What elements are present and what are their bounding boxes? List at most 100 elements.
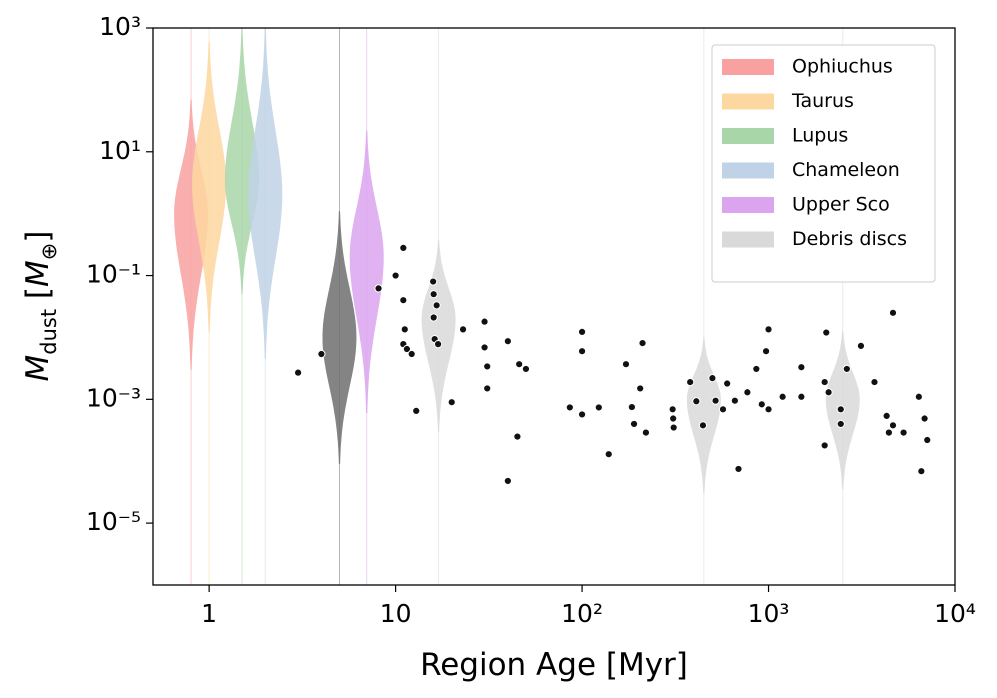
data-point bbox=[836, 419, 845, 429]
data-point bbox=[503, 476, 512, 486]
y-label-part: M bbox=[20, 260, 56, 287]
data-point bbox=[412, 406, 421, 416]
data-point bbox=[797, 392, 806, 401]
data-point bbox=[824, 388, 833, 397]
data-point bbox=[761, 347, 771, 356]
data-point bbox=[899, 428, 908, 437]
data-point bbox=[627, 402, 636, 412]
y-tick-label: 10³ bbox=[99, 12, 141, 41]
data-point bbox=[917, 467, 926, 476]
data-point bbox=[914, 392, 923, 401]
y-tick-label: 10⁻³ bbox=[86, 383, 141, 412]
data-point bbox=[429, 313, 438, 322]
x-tick-label: 10 bbox=[380, 599, 412, 628]
data-point bbox=[374, 284, 383, 293]
data-point bbox=[594, 403, 603, 412]
legend-swatch bbox=[722, 231, 774, 248]
y-axis-label: Mdust [M⊕] bbox=[20, 231, 61, 382]
violin bbox=[322, 211, 357, 465]
data-point bbox=[429, 277, 438, 286]
data-point bbox=[432, 301, 441, 310]
legend-swatch bbox=[722, 59, 774, 75]
data-point bbox=[764, 325, 773, 334]
data-point bbox=[884, 428, 893, 437]
data-point bbox=[638, 339, 647, 348]
legend-swatch bbox=[722, 128, 774, 144]
data-point bbox=[577, 347, 587, 356]
x-axis-label: Region Age [Myr] bbox=[420, 647, 688, 683]
legend-swatch bbox=[722, 197, 774, 213]
data-point bbox=[711, 396, 720, 405]
data-point bbox=[629, 419, 639, 429]
plot-area bbox=[174, 28, 932, 585]
data-point bbox=[842, 364, 851, 374]
x-tick-label: 10² bbox=[561, 599, 603, 628]
y-label-part: [ bbox=[20, 287, 56, 309]
data-point bbox=[447, 398, 456, 407]
data-point bbox=[718, 405, 728, 414]
data-point bbox=[822, 328, 831, 337]
data-point bbox=[577, 410, 587, 419]
data-point bbox=[565, 403, 574, 412]
y-label-part: M bbox=[20, 355, 56, 382]
legend-label: Ophiuchus bbox=[792, 56, 893, 78]
data-point bbox=[293, 368, 303, 377]
data-point bbox=[764, 405, 773, 414]
data-point bbox=[669, 414, 678, 423]
data-point bbox=[698, 421, 708, 430]
data-point bbox=[888, 308, 898, 317]
data-point bbox=[797, 363, 806, 372]
violin bbox=[349, 130, 384, 414]
legend: Ophiuchus Taurus Lupus Chameleon Upper Sco De… bbox=[711, 44, 936, 283]
legend-label: Debris discs bbox=[792, 228, 907, 250]
data-point bbox=[483, 362, 492, 371]
data-point bbox=[480, 343, 489, 352]
data-point bbox=[399, 243, 408, 252]
legend-label: Chameleon bbox=[792, 159, 900, 181]
data-point bbox=[402, 344, 412, 354]
data-point bbox=[669, 423, 678, 432]
data-point bbox=[870, 377, 879, 387]
data-point bbox=[686, 377, 695, 387]
data-point bbox=[820, 377, 829, 387]
data-point bbox=[730, 396, 739, 405]
data-point bbox=[734, 464, 743, 474]
data-point bbox=[757, 400, 766, 409]
data-point bbox=[503, 337, 512, 346]
data-point bbox=[888, 421, 898, 430]
data-point bbox=[515, 360, 524, 369]
data-point bbox=[723, 379, 732, 388]
data-point bbox=[692, 397, 701, 406]
data-point bbox=[752, 364, 761, 374]
data-point bbox=[920, 414, 929, 423]
violin bbox=[421, 239, 456, 432]
x-tick-label: 1 bbox=[201, 599, 217, 628]
data-point bbox=[521, 364, 531, 374]
data-point bbox=[778, 392, 787, 401]
y-tick-label: 10⁻⁵ bbox=[86, 507, 141, 536]
violin bbox=[192, 41, 227, 333]
plot-frame bbox=[152, 27, 956, 586]
data-point bbox=[407, 349, 416, 359]
data-point bbox=[668, 405, 677, 414]
data-point bbox=[923, 435, 932, 445]
x-tick-label: 10³ bbox=[748, 599, 790, 628]
y-label-part: ] bbox=[20, 231, 56, 243]
data-point bbox=[621, 360, 631, 369]
legend-label: Lupus bbox=[792, 125, 848, 147]
data-point bbox=[400, 325, 409, 334]
data-point bbox=[708, 374, 717, 383]
data-point bbox=[604, 450, 613, 459]
x-tick-label: 10⁴ bbox=[934, 599, 976, 628]
y-tick-label: 10¹ bbox=[99, 136, 141, 165]
data-point bbox=[577, 327, 587, 336]
data-point bbox=[317, 349, 326, 359]
data-point bbox=[882, 411, 891, 420]
data-point bbox=[399, 296, 408, 305]
data-point bbox=[743, 388, 752, 397]
data-point bbox=[429, 290, 438, 299]
y-label-part: dust bbox=[37, 309, 61, 355]
legend-label: Taurus bbox=[791, 90, 854, 112]
data-point bbox=[458, 325, 468, 334]
